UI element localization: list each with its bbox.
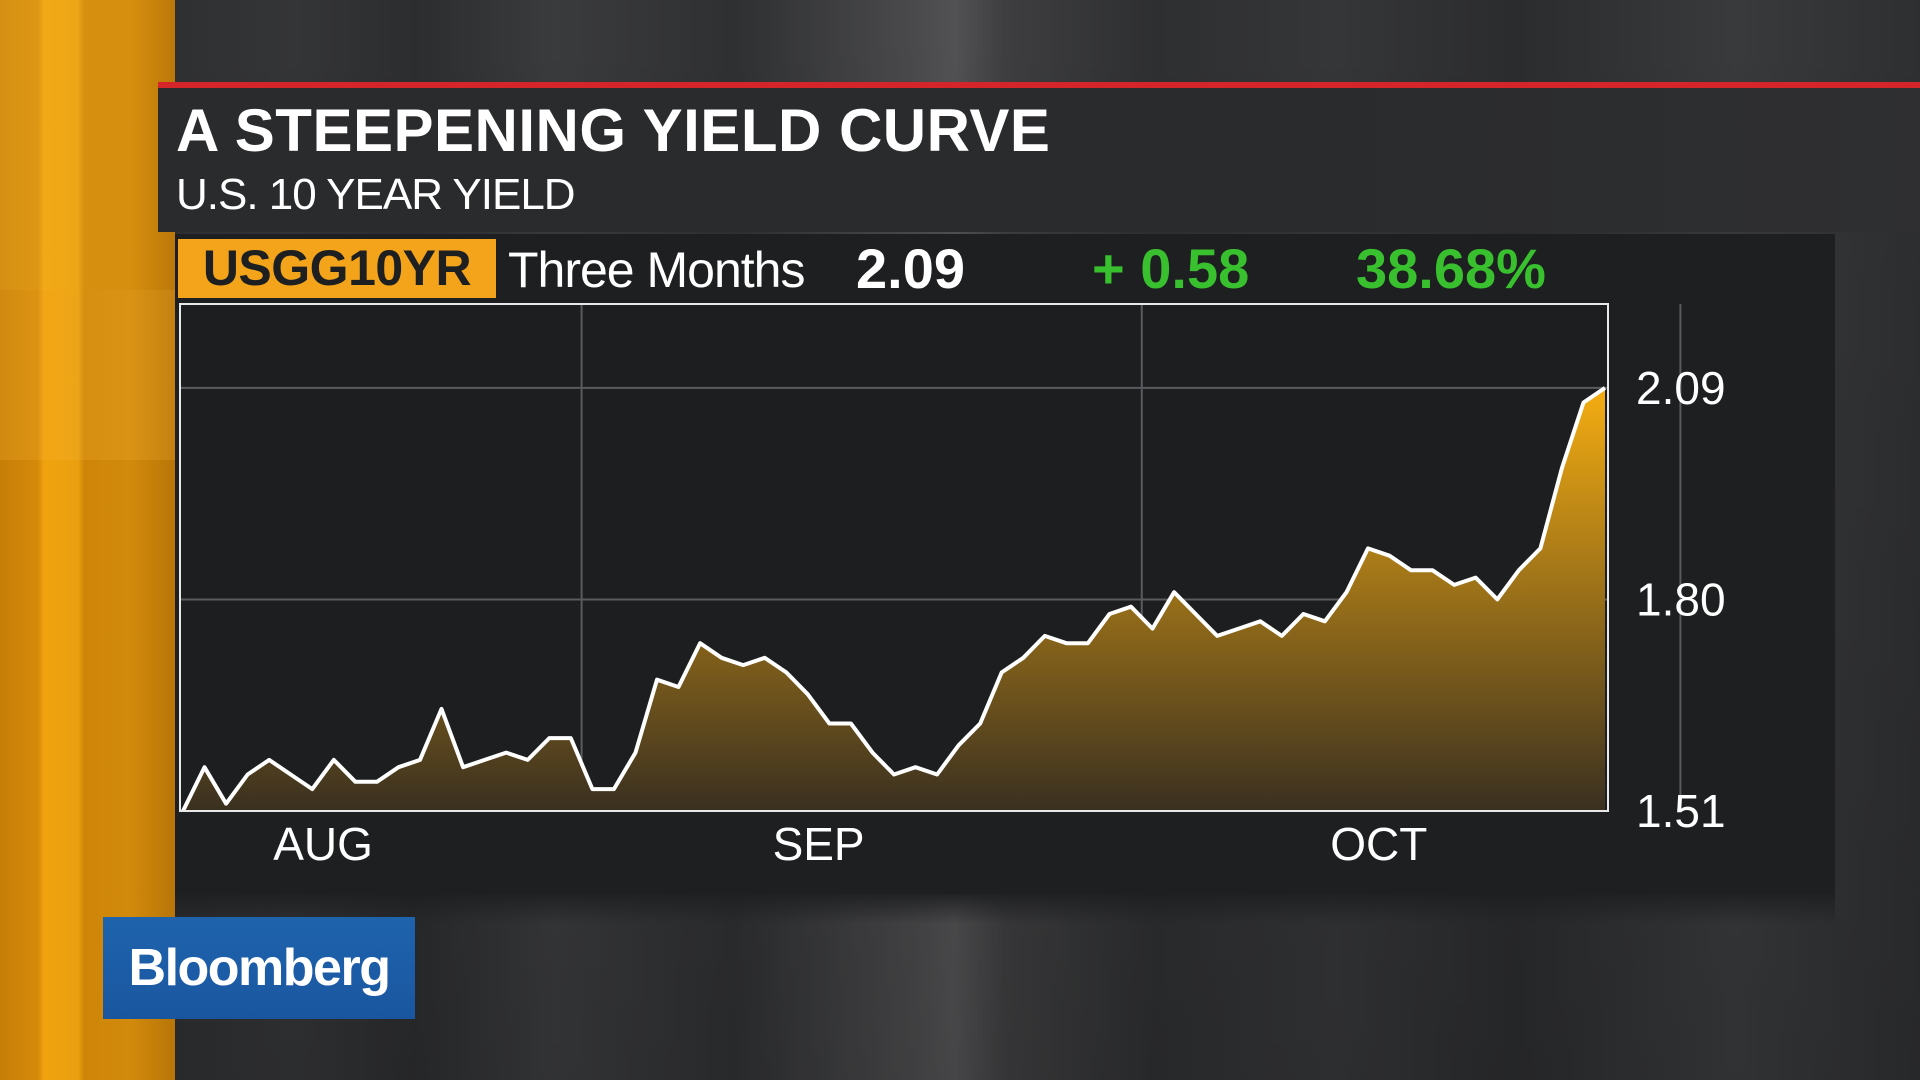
y-tick-label: 1.80: [1636, 573, 1726, 625]
title-panel: [158, 82, 1920, 232]
period-label: Three Months: [508, 242, 805, 298]
chart-title: A STEEPENING YIELD CURVE: [176, 97, 1051, 164]
chart-subtitle: U.S. 10 YEAR YIELD: [176, 170, 576, 219]
net-change: + 0.58: [1092, 237, 1250, 300]
percent-change: 38.68%: [1356, 237, 1546, 300]
y-tick-label: 2.09: [1636, 362, 1726, 414]
left-accent-bar: [0, 0, 175, 1080]
x-tick-label: OCT: [1330, 818, 1427, 870]
title-panel-shade: [1320, 88, 1920, 232]
y-tick-label: 1.51: [1636, 785, 1726, 837]
accent-band: [0, 0, 175, 290]
ticker-badge: USGG10YR: [178, 239, 496, 298]
bloomberg-logo: Bloomberg: [103, 917, 415, 1019]
accent-band: [0, 290, 175, 460]
chart-panel-fade: [175, 894, 1835, 924]
yield-area: [183, 387, 1605, 811]
x-tick-label: SEP: [773, 818, 865, 870]
x-tick-label: AUG: [273, 818, 373, 870]
plot-frame: [179, 303, 1609, 812]
yield-line: [181, 386, 1607, 812]
last-value: 2.09: [856, 237, 965, 300]
